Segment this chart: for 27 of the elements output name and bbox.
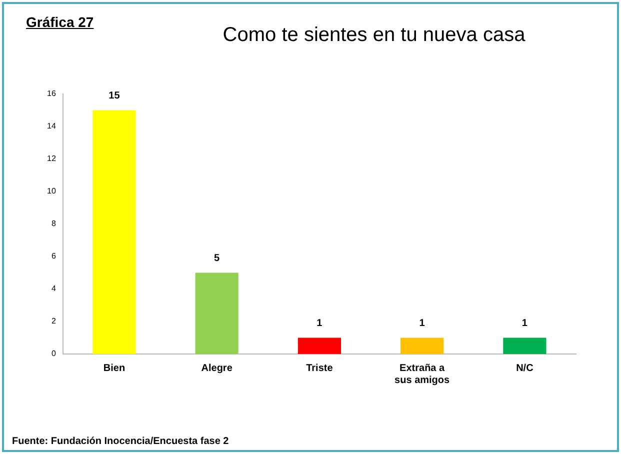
bar — [298, 338, 341, 354]
y-tick-label: 4 — [51, 284, 56, 294]
y-tick-label: 16 — [46, 89, 56, 98]
text: Gráfica 27 — [26, 14, 94, 30]
y-tick-label: 10 — [46, 186, 56, 196]
x-tick-label: N/C — [516, 362, 534, 374]
x-tick-label: Alegre — [201, 362, 233, 374]
data-label: 1 — [316, 318, 323, 329]
data-label: 1 — [522, 318, 528, 329]
data-label: 15 — [108, 90, 120, 102]
bar — [195, 272, 238, 354]
data-label: 5 — [214, 252, 220, 264]
y-tick-label: 14 — [46, 122, 56, 131]
y-tick-label: 8 — [51, 219, 56, 228]
y-tick-label: 12 — [46, 154, 56, 164]
data-label: 1 — [419, 318, 426, 329]
source-note: Fuente: Fundación Inocencia/Encuesta fase 2 — [12, 436, 229, 447]
y-tick-label: 2 — [51, 316, 56, 326]
bar — [503, 338, 546, 354]
bar — [400, 338, 444, 354]
bar — [92, 110, 136, 354]
x-tick-label: Extraña a sus amigos — [394, 362, 450, 386]
x-tick-label: Bien — [103, 362, 126, 374]
y-tick-label: 0 — [51, 349, 56, 358]
chart-title: Como te sientes en tu nueva casa — [222, 24, 526, 47]
y-tick-label: 6 — [51, 252, 56, 261]
x-tick-label: Triste — [306, 362, 334, 374]
